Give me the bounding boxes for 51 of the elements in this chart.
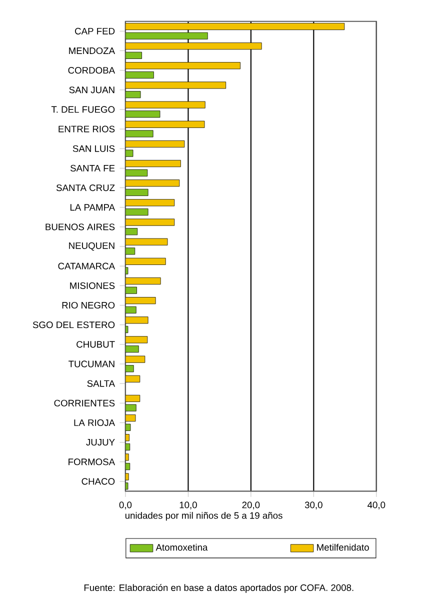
bar — [125, 140, 185, 148]
y-tick-label: CAP FED — [74, 28, 115, 34]
bar — [125, 297, 156, 304]
bar — [125, 277, 161, 285]
bar — [125, 434, 130, 442]
legend-label: Atomoxetina — [156, 544, 208, 551]
x-axis-title: unidades por mil niños de 5 a 19 años — [125, 512, 282, 521]
y-tick-label: LA RIOJA — [74, 419, 115, 426]
y-tick-label: FORMOSA — [68, 458, 115, 466]
bar — [125, 473, 129, 480]
y-tick-label: T. DEL FUEGO — [51, 106, 115, 113]
bar — [125, 394, 140, 402]
legend-label: Metilfenidato — [317, 544, 369, 551]
bar — [125, 238, 168, 246]
source-note: Fuente: Elaboración en base a datos aportados por COFA. 2008. — [84, 584, 354, 593]
y-tick-label: CORRIENTES — [54, 400, 115, 406]
bar — [125, 160, 181, 168]
y-tick-label: ENTRE RIOS — [58, 126, 115, 132]
bar — [125, 414, 136, 422]
x-tick-label: 0,0 — [119, 502, 132, 510]
y-tick-label: TUCUMAN — [68, 360, 114, 368]
bar — [125, 199, 175, 206]
bar — [125, 336, 148, 344]
bar — [125, 356, 146, 363]
y-tick-label: SAN JUAN — [69, 86, 114, 94]
x-tick-label: 10,0 — [180, 502, 197, 510]
bar — [125, 316, 148, 324]
y-tick-label: SANTA FE — [70, 164, 115, 172]
y-tick-label: NEUQUEN — [69, 242, 114, 251]
bar — [125, 180, 180, 187]
y-tick-label: SALTA — [87, 380, 115, 387]
y-tick-label: RIO NEGRO — [62, 302, 115, 309]
y-tick-label: MISIONES — [70, 282, 115, 289]
y-tick-label: CORDOBA — [68, 67, 115, 74]
x-tick-label: 30,0 — [304, 502, 322, 510]
y-tick-label: LA PAMPA — [70, 204, 115, 211]
bar — [125, 258, 166, 265]
x-tick-label: 40,0 — [367, 502, 386, 510]
y-tick-label: BUENOS AIRES — [46, 224, 115, 230]
bar — [125, 375, 140, 382]
bar — [125, 454, 129, 461]
y-tick-label: CHUBUT — [76, 341, 115, 348]
x-tick-label: 20,0 — [242, 502, 260, 510]
y-tick-label: SANTA CRUZ — [56, 184, 115, 192]
y-tick-label: SAN LUIS — [72, 145, 115, 152]
bar — [125, 218, 175, 226]
y-tick-label: CATAMARCA — [58, 262, 115, 270]
y-tick-label: MENDOZA — [69, 47, 115, 54]
y-tick-label: SGO DEL ESTERO — [32, 322, 115, 328]
y-tick-label: CHACO — [82, 478, 115, 485]
y-tick-label: JUJUY — [86, 439, 115, 446]
